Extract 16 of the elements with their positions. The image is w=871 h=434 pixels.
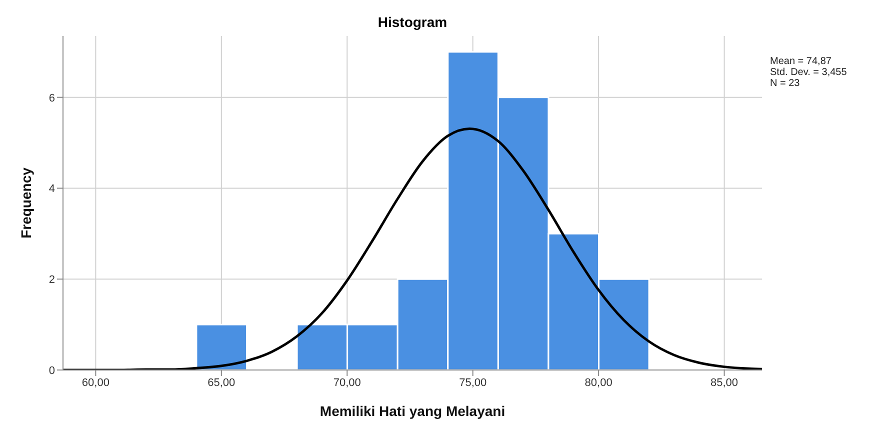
text: Mean = 74,87: [770, 56, 832, 67]
text: N = 23: [770, 78, 801, 89]
chart-title: Histogram: [376, 14, 448, 30]
text: Std. Dev. = 3,455: [770, 67, 847, 78]
x-tick-label: 65,00: [208, 376, 236, 389]
x-axis-title: Memiliki Hati yang Melayani: [320, 403, 506, 419]
x-tick-label: 60,00: [82, 376, 110, 389]
y-tick-label: 6: [48, 92, 55, 104]
x-tick-label: 85,00: [710, 376, 738, 389]
y-tick-label: 0: [48, 364, 55, 377]
x-tick-label: 70,00: [333, 376, 361, 389]
x-tick-label: 75,00: [459, 376, 487, 389]
x-tick-label: 80,00: [584, 376, 612, 389]
y-tick-label: 2: [48, 274, 55, 286]
y-axis-title: Frequency: [18, 167, 34, 238]
y-tick-label: 4: [48, 183, 55, 196]
